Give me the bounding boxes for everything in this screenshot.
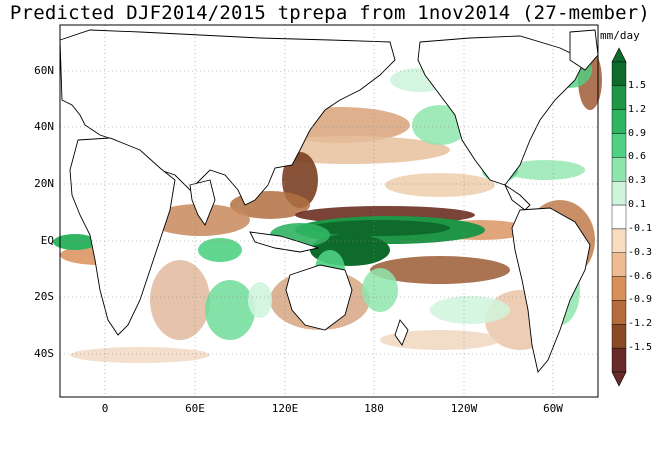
lon-label-60w: 60W: [543, 402, 563, 415]
lon-label-180: 180: [364, 402, 384, 415]
colorbar-swatch: [611, 228, 627, 253]
lat-label-60n: 60N: [34, 64, 54, 77]
colorbar-swatch: [611, 252, 627, 277]
lat-label-20s: 20S: [34, 290, 54, 303]
colorbar-level-label: 0.6: [628, 151, 647, 163]
colorbar-level-label: -1.5: [628, 342, 653, 354]
colorbar-swatch: [611, 324, 627, 349]
colorbar-level-label: -1.2: [628, 318, 653, 330]
colorbar-level-label: 1.2: [628, 103, 647, 115]
lon-label-120w: 120W: [450, 402, 478, 415]
colorbar-max-arrow: [611, 47, 627, 63]
central-america: [503, 183, 531, 211]
lon-label-120e: 120E: [271, 402, 299, 415]
colorbar-swatch: [611, 276, 627, 301]
colorbar-swatch: [611, 300, 627, 325]
colorbar-swatch: [611, 347, 627, 373]
lon-label-0: 0: [101, 402, 109, 415]
africa: [69, 137, 176, 336]
india: [189, 179, 216, 226]
north-america: [417, 35, 586, 186]
colorbar-level-label: -0.1: [628, 222, 653, 234]
colorbar-level-label: 0.1: [628, 199, 647, 211]
colorbar-swatch: [611, 133, 627, 158]
greenland: [569, 29, 599, 71]
colorbar-swatch: [611, 157, 627, 182]
colorbar-swatch: [611, 181, 627, 206]
australia: [285, 264, 353, 331]
colorbar-swatch: [611, 204, 627, 230]
colorbar-swatch: [611, 109, 627, 134]
map-title: Predicted DJF2014/2015 tprepa from 1nov2…: [9, 2, 651, 24]
lat-lon-grid: [60, 25, 598, 397]
lon-label-60e: 60E: [185, 402, 205, 415]
colorbar-level-label: -0.9: [628, 294, 653, 306]
new-zealand: [394, 319, 409, 346]
colorbar-level-label: 0.3: [628, 175, 647, 187]
map-frame: [59, 24, 599, 398]
colorbar-min-arrow: [611, 371, 627, 387]
lat-label-20n: 20N: [34, 177, 54, 190]
continent-outlines: [59, 29, 599, 373]
colorbar-level-label: 1.5: [628, 79, 647, 91]
colorbar-level-label: 0.9: [628, 127, 647, 139]
lat-label-40n: 40N: [34, 120, 54, 133]
colorbar-level-label: -0.6: [628, 270, 653, 282]
colorbar-swatch: [611, 61, 627, 87]
colorbar-level-label: -0.3: [628, 246, 653, 258]
units-label: mm/day: [600, 29, 640, 42]
south-america: [511, 207, 591, 373]
lat-label-eq: EQ: [40, 234, 54, 247]
lat-label-40s: 40S: [34, 347, 54, 360]
colorbar-swatch: [611, 85, 627, 110]
indonesia: [249, 231, 320, 253]
colorbar: [611, 47, 627, 387]
